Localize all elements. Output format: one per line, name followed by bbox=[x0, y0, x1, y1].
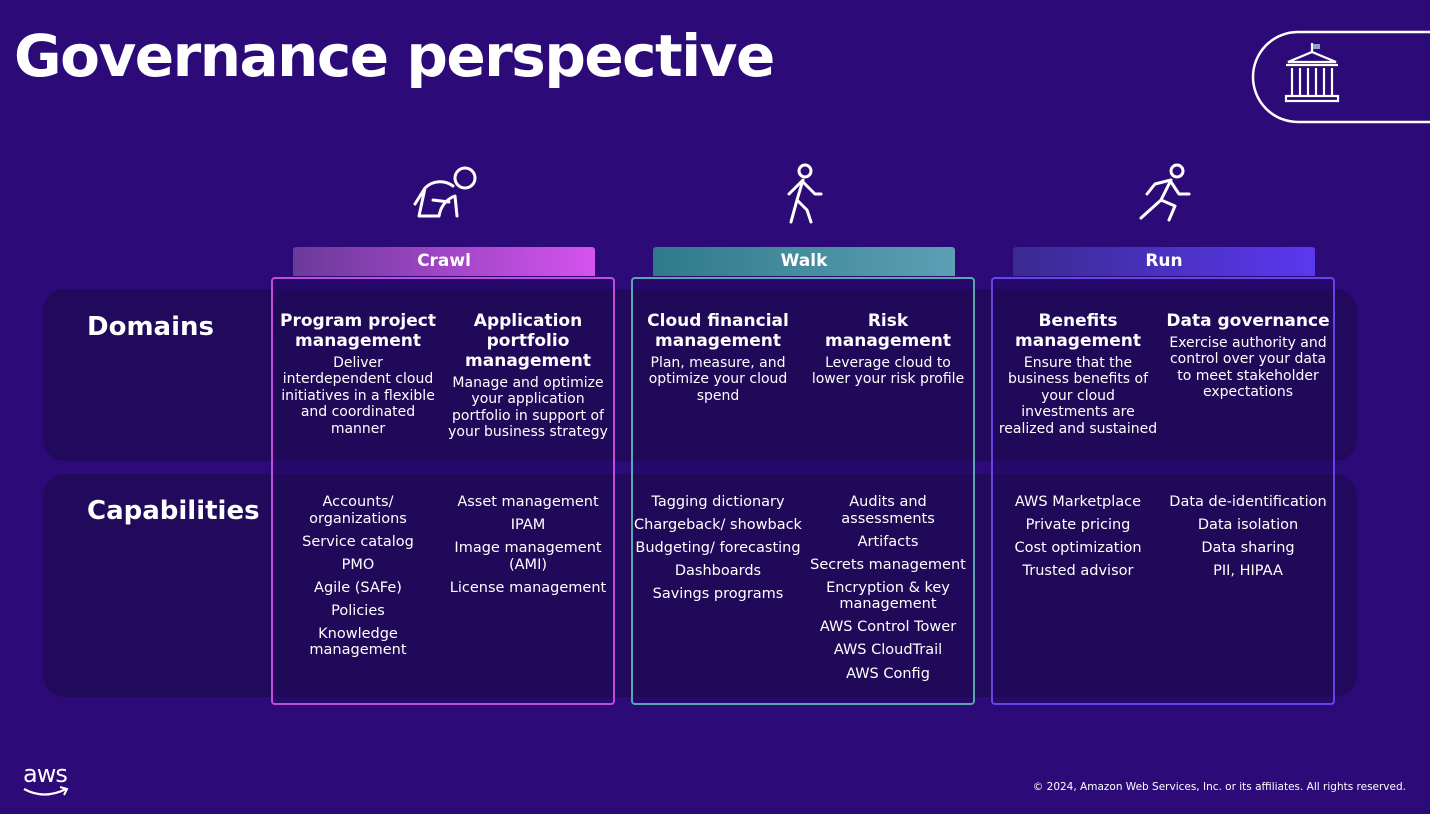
capability: Trusted advisor bbox=[1022, 563, 1134, 580]
capability: Cost optimization bbox=[1014, 540, 1142, 557]
stage-tab: Crawl bbox=[293, 247, 595, 276]
capability-list: Asset management IPAM Image management (AM… bbox=[442, 494, 614, 603]
row-label: Capabilities bbox=[87, 496, 260, 526]
stage-tab: Walk bbox=[653, 247, 955, 276]
capability-list: Tagging dictionary Chargeback/ showback Bu… bbox=[632, 494, 804, 609]
capability: Asset management bbox=[457, 494, 599, 510]
domain-title: Program project management bbox=[280, 311, 436, 351]
row-label: Domains bbox=[87, 312, 214, 342]
stage-box bbox=[271, 277, 615, 705]
capability: AWS Control Tower bbox=[819, 619, 957, 636]
domains-band bbox=[43, 289, 1357, 461]
domain: Application portfolio management Manage a… bbox=[442, 311, 614, 441]
domain-description: Ensure that the business benefits of you… bbox=[998, 355, 1158, 437]
capability: Service catalog bbox=[302, 533, 414, 550]
domain-title: Risk management bbox=[825, 311, 951, 351]
walk-icon bbox=[787, 163, 823, 224]
domain: Program project management Deliver interd… bbox=[272, 311, 444, 437]
domain-description: Plan, measure, and optimize your cloud s… bbox=[648, 355, 788, 404]
domain: Risk management Leverage cloud to lower y… bbox=[802, 311, 974, 388]
capability: Image management (AMI) bbox=[454, 540, 602, 573]
capability: Data de-identification bbox=[1169, 494, 1327, 510]
domain-title: Cloud financial management bbox=[647, 311, 789, 351]
capability: PII, HIPAA bbox=[1213, 563, 1283, 580]
capability: Agile (SAFe) bbox=[314, 579, 402, 596]
domain-description: Manage and optimize your application por… bbox=[448, 375, 608, 441]
capability-list: Audits and assessments Artifacts Secrets m… bbox=[802, 494, 974, 689]
capability: Knowledge management bbox=[309, 625, 407, 659]
domain-description: Leverage cloud to lower your risk profil… bbox=[811, 355, 965, 388]
capability: AWS Config bbox=[846, 665, 930, 682]
aws-logo: aws bbox=[23, 760, 68, 788]
capability-list: AWS Marketplace Private pricing Cost optim… bbox=[992, 494, 1164, 586]
capability: Data sharing bbox=[1201, 540, 1295, 557]
capability-list: Accounts/ organizations Service catalog PM… bbox=[272, 494, 444, 666]
stage-box bbox=[631, 277, 975, 705]
domain-title: Benefits management bbox=[1015, 311, 1141, 351]
capability: Artifacts bbox=[857, 533, 919, 550]
domain: Benefits management Ensure that the busin… bbox=[992, 311, 1164, 437]
capability: Dashboards bbox=[674, 563, 762, 580]
domain-title: Application portfolio management bbox=[465, 311, 591, 371]
copyright: © 2024, Amazon Web Services, Inc. or its… bbox=[1032, 781, 1406, 793]
domain-description: Deliver interdependent cloud initiatives… bbox=[281, 355, 435, 437]
domain-description: Exercise authority and control over your… bbox=[1169, 335, 1327, 401]
capability: Chargeback/ showback bbox=[634, 517, 802, 534]
capability: IPAM bbox=[510, 517, 546, 534]
stage-box bbox=[991, 277, 1335, 705]
crawl-icon bbox=[413, 166, 477, 218]
building-badge bbox=[1251, 30, 1430, 124]
capability: Data isolation bbox=[1197, 517, 1299, 534]
capability: AWS CloudTrail bbox=[833, 642, 943, 659]
capability: Budgeting/ forecasting bbox=[635, 540, 801, 557]
capability: License management bbox=[449, 579, 607, 596]
capability: AWS Marketplace bbox=[1014, 494, 1142, 510]
capability-list: Data de-identification Data isolation Data… bbox=[1162, 494, 1334, 586]
logo-smile bbox=[23, 786, 69, 796]
slide-title: Governance perspective bbox=[14, 22, 775, 90]
capability: Secrets management bbox=[810, 556, 966, 573]
domain: Data governance Exercise authority and co… bbox=[1162, 311, 1334, 401]
capability: Encryption & key management bbox=[826, 579, 950, 613]
capability: Private pricing bbox=[1025, 517, 1131, 534]
capabilities-band bbox=[43, 474, 1357, 697]
stage-tab: Run bbox=[1013, 247, 1315, 276]
capability: Policies bbox=[331, 602, 385, 619]
capability: Accounts/ organizations bbox=[309, 494, 407, 527]
capability: Audits and assessments bbox=[841, 494, 935, 527]
domain: Cloud financial management Plan, measure,… bbox=[632, 311, 804, 404]
run-icon bbox=[1139, 163, 1191, 222]
domain-title: Data governance bbox=[1166, 311, 1330, 331]
capability: Savings programs bbox=[652, 586, 784, 603]
capability: PMO bbox=[341, 556, 375, 573]
capability: Tagging dictionary bbox=[651, 494, 785, 510]
